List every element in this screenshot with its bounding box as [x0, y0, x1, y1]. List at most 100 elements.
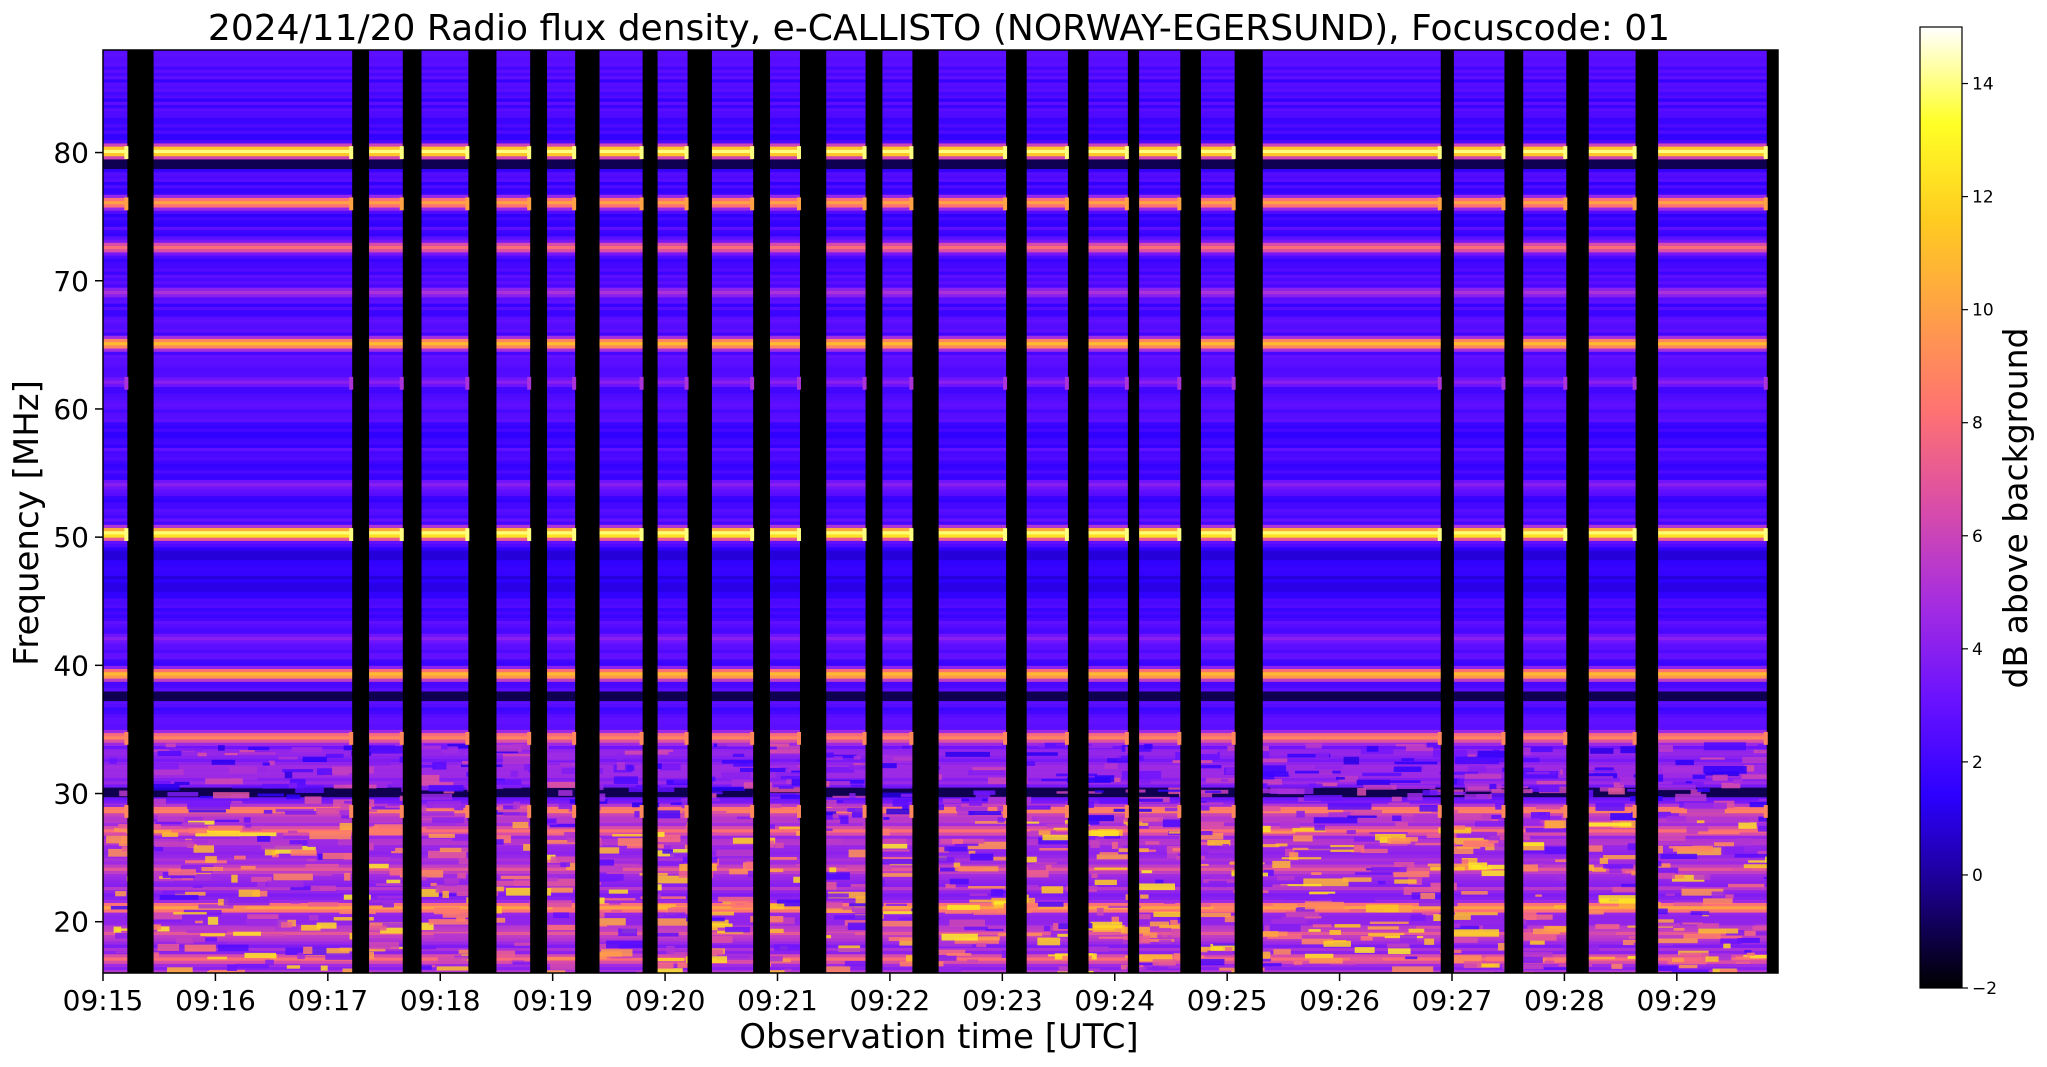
burst-patch [1492, 749, 1500, 753]
burst-patch [536, 752, 577, 761]
burst-patch [941, 933, 978, 941]
frequency-band [103, 828, 1778, 833]
frequency-band [103, 251, 1778, 256]
burst-patch [1449, 955, 1482, 964]
x-axis-ticks: 09:15 09:16 09:17 09:18 09:19 09:20 09:21 09:22… [63, 973, 1717, 1017]
x-tick-label: 09:29 [1636, 984, 1717, 1017]
burst-patch [162, 832, 179, 837]
burst-patch [961, 803, 1007, 807]
burst-patch [1386, 943, 1410, 948]
burst-patch [597, 918, 626, 926]
burst-patch [1371, 867, 1407, 873]
burst-patch [157, 943, 180, 952]
burst-patch [1267, 933, 1302, 940]
burst-patch [214, 819, 240, 823]
burst-patch [1094, 867, 1128, 870]
burst-patch [205, 778, 243, 785]
frequency-band [103, 559, 1778, 564]
burst-patch [850, 784, 864, 787]
frequency-band [103, 764, 1778, 769]
frequency-band [103, 864, 1778, 868]
frequency-band [103, 434, 1778, 439]
frequency-band [103, 267, 1778, 272]
x-tick-label: 09:15 [63, 984, 144, 1017]
burst-patch [167, 792, 199, 797]
burst-patch [367, 902, 383, 906]
frequency-band [103, 719, 1778, 724]
burst-patch [1621, 883, 1643, 889]
burst-patch [1361, 848, 1388, 854]
burst-patch [1038, 837, 1083, 845]
gap-edge-marker [465, 528, 470, 541]
burst-patch [1475, 768, 1519, 775]
burst-patch [1611, 963, 1623, 969]
gap-edge-marker [750, 528, 755, 541]
frequency-band [103, 376, 1778, 381]
frequency-band [103, 293, 1778, 298]
frequency-band [103, 662, 1778, 666]
burst-patch [377, 895, 403, 899]
burst-patch [831, 805, 848, 809]
burst-patch [1671, 957, 1684, 963]
frequency-band [103, 126, 1778, 131]
gap-edge-marker [862, 528, 867, 541]
burst-patch [732, 753, 745, 757]
gap-edge-marker [124, 146, 129, 159]
colorbar-tick-label: 4 [1972, 640, 1983, 660]
burst-patch [1327, 803, 1372, 810]
colorbar-ticks: −2 0 2 4 6 8 10 12 14 [1962, 75, 1997, 999]
gap-edge-marker [1501, 197, 1506, 211]
burst-patch [1108, 905, 1141, 908]
burst-patch [115, 891, 127, 897]
burst-patch [1335, 776, 1345, 780]
frequency-band [103, 88, 1778, 93]
burst-patch [1222, 844, 1230, 849]
frequency-band [103, 623, 1778, 628]
frequency-band [103, 521, 1778, 525]
plot-area [102, 49, 1779, 974]
frequency-band [103, 690, 1778, 695]
gap-edge-marker [1003, 376, 1008, 390]
gap-edge-marker [1177, 731, 1182, 745]
burst-patch [1391, 785, 1436, 790]
burst-patch [1515, 842, 1545, 851]
burst-patch [1758, 798, 1778, 801]
burst-patch [1408, 928, 1425, 933]
frequency-band [103, 78, 1778, 83]
burst-patch [1140, 894, 1149, 899]
burst-patch [308, 902, 339, 907]
calibration-gap [575, 50, 600, 973]
burst-patch [414, 774, 440, 783]
burst-patch [238, 827, 262, 831]
gap-edge-marker [796, 146, 801, 159]
burst-patch [1725, 894, 1734, 899]
burst-patch [257, 793, 285, 797]
gap-edge-marker [465, 805, 470, 818]
burst-patch [1703, 742, 1746, 751]
frequency-band [103, 844, 1778, 849]
burst-patch [1037, 937, 1061, 946]
burst-patch [544, 970, 566, 973]
frequency-band [103, 508, 1778, 512]
burst-patch [1142, 932, 1158, 938]
burst-patch [888, 937, 913, 941]
burst-patch [513, 801, 521, 809]
burst-patch [1201, 949, 1208, 953]
burst-patch [1401, 758, 1415, 762]
gap-edge-marker [1563, 376, 1568, 390]
burst-patch [650, 850, 674, 857]
burst-patch [823, 807, 856, 812]
frequency-band [103, 540, 1778, 545]
burst-patch [1159, 924, 1180, 929]
colorbar-tick-label: −2 [1972, 979, 1997, 999]
gap-edge-marker [527, 146, 532, 159]
frequency-band [103, 453, 1778, 458]
burst-patch [1269, 924, 1301, 932]
burst-patch [1303, 795, 1343, 802]
gap-edge-marker [1763, 528, 1768, 541]
burst-patch [752, 793, 797, 798]
burst-patch [1090, 840, 1100, 848]
frequency-band [103, 610, 1778, 615]
burst-patch [882, 792, 915, 798]
burst-patch [947, 904, 980, 910]
